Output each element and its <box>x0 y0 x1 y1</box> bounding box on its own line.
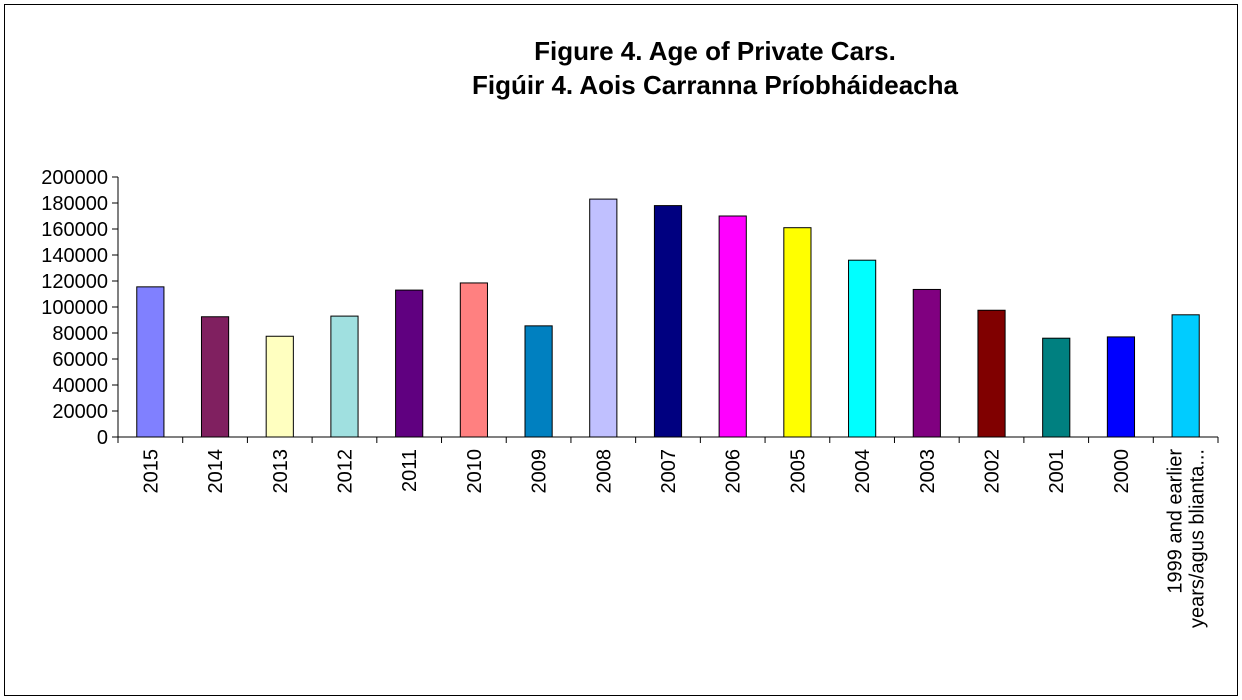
category-label: 2002 <box>982 449 1004 494</box>
bar-16 <box>1171 314 1200 438</box>
category-label: 1999 and earlier <box>1165 449 1187 594</box>
y-tick-label: 200000 <box>41 167 108 189</box>
bar-14 <box>1042 337 1071 438</box>
category-label: 2010 <box>464 449 486 494</box>
bar-7 <box>589 198 618 438</box>
bar-2 <box>265 335 294 438</box>
chart-frame: Figure 4. Age of Private Cars. Figúir 4.… <box>4 4 1238 696</box>
y-tick-label: 80000 <box>52 323 108 345</box>
bar-6 <box>524 325 553 438</box>
category-label: 2008 <box>593 449 615 494</box>
bar-5 <box>459 282 488 438</box>
y-tick-label: 100000 <box>41 297 108 319</box>
bar-11 <box>848 259 877 438</box>
y-tick-label: 160000 <box>41 219 108 241</box>
category-label: 2015 <box>140 449 162 494</box>
bar-3 <box>330 315 359 438</box>
y-tick-label: 120000 <box>41 271 108 293</box>
y-tick-label: 0 <box>97 427 108 449</box>
category-label: 2013 <box>270 449 292 494</box>
category-label: 2011 <box>399 449 421 492</box>
bar-12 <box>912 288 941 438</box>
bar-1 <box>200 316 230 438</box>
bar-9 <box>718 215 747 438</box>
bar-chart: Figure 4. Age of Private Cars. Figúir 4.… <box>41 36 1219 628</box>
chart-title-line-2: Figúir 4. Aois Carranna Príobháideacha <box>472 70 958 100</box>
y-tick-label: 140000 <box>41 245 108 267</box>
category-label: 2003 <box>917 449 939 494</box>
bar-8 <box>653 205 683 438</box>
bar-4 <box>395 289 424 438</box>
category-label: 2012 <box>334 449 356 494</box>
bar-13 <box>977 309 1006 438</box>
category-label: 2007 <box>658 449 680 494</box>
category-label: 2004 <box>852 449 874 494</box>
category-label: years/agus blianta... <box>1187 449 1209 628</box>
y-tick-label: 180000 <box>41 193 108 215</box>
y-tick-label: 20000 <box>52 401 108 423</box>
plot-area: 0 20000 40000 60000 80000 100000 120000 140000 1… <box>41 167 1219 628</box>
bar-0 <box>136 286 165 438</box>
category-label: 2005 <box>787 449 809 494</box>
category-label: 2001 <box>1046 449 1068 494</box>
category-label: 2009 <box>529 449 551 494</box>
category-label: 2006 <box>723 449 745 494</box>
bar-10 <box>783 227 812 438</box>
chart-title-line-1: Figure 4. Age of Private Cars. <box>534 36 896 66</box>
y-tick-label: 60000 <box>52 349 108 371</box>
y-tick-label: 40000 <box>52 375 108 397</box>
category-label: 2014 <box>205 449 227 494</box>
bar-15 <box>1106 336 1136 438</box>
category-label: 2000 <box>1111 449 1133 494</box>
